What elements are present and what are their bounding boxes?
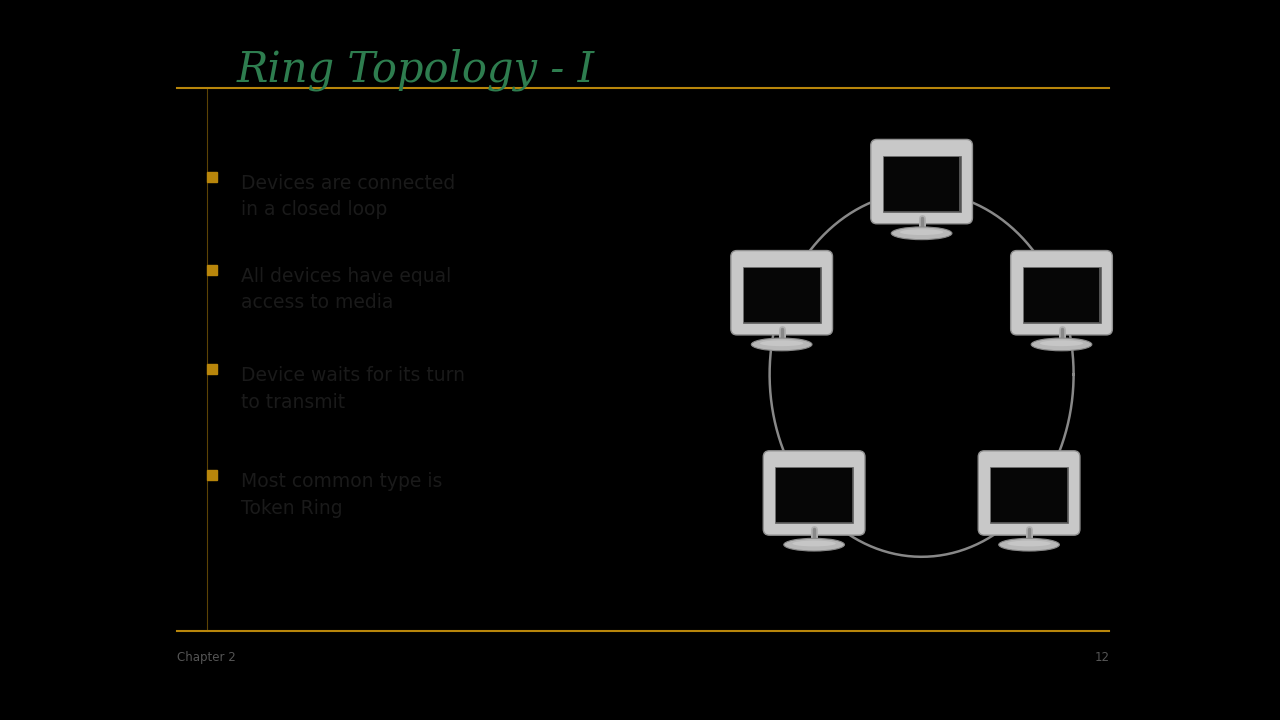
Text: Chapter 2: Chapter 2 <box>177 651 236 664</box>
FancyBboxPatch shape <box>767 454 865 535</box>
FancyBboxPatch shape <box>744 268 819 322</box>
FancyBboxPatch shape <box>763 451 865 535</box>
Text: All devices have equal
access to media: All devices have equal access to media <box>242 266 452 312</box>
FancyBboxPatch shape <box>776 467 852 523</box>
FancyBboxPatch shape <box>991 469 1068 522</box>
FancyBboxPatch shape <box>1024 268 1100 322</box>
Ellipse shape <box>891 227 952 240</box>
FancyBboxPatch shape <box>883 157 960 211</box>
FancyBboxPatch shape <box>1011 251 1112 335</box>
Ellipse shape <box>998 539 1060 551</box>
Text: Devices are connected
in a closed loop: Devices are connected in a closed loop <box>242 174 456 220</box>
FancyBboxPatch shape <box>978 451 1080 535</box>
Ellipse shape <box>1032 338 1092 351</box>
FancyBboxPatch shape <box>982 454 1080 535</box>
FancyBboxPatch shape <box>1023 267 1101 323</box>
Ellipse shape <box>783 539 845 551</box>
Ellipse shape <box>1007 541 1051 546</box>
FancyBboxPatch shape <box>991 467 1068 523</box>
FancyBboxPatch shape <box>874 143 973 224</box>
Text: 12: 12 <box>1094 651 1110 664</box>
Ellipse shape <box>900 229 943 235</box>
FancyBboxPatch shape <box>870 140 973 224</box>
Ellipse shape <box>760 341 804 346</box>
FancyBboxPatch shape <box>776 469 852 522</box>
Ellipse shape <box>751 338 812 351</box>
FancyBboxPatch shape <box>883 156 960 212</box>
FancyBboxPatch shape <box>731 251 832 335</box>
Text: Ring Topology - I: Ring Topology - I <box>237 48 595 91</box>
FancyBboxPatch shape <box>733 253 832 335</box>
FancyBboxPatch shape <box>1014 253 1112 335</box>
FancyBboxPatch shape <box>742 267 820 323</box>
Text: Device waits for its turn
to transmit: Device waits for its turn to transmit <box>242 366 466 412</box>
Ellipse shape <box>1039 341 1083 346</box>
Ellipse shape <box>792 541 836 546</box>
Text: Most common type is
Token Ring: Most common type is Token Ring <box>242 472 443 518</box>
